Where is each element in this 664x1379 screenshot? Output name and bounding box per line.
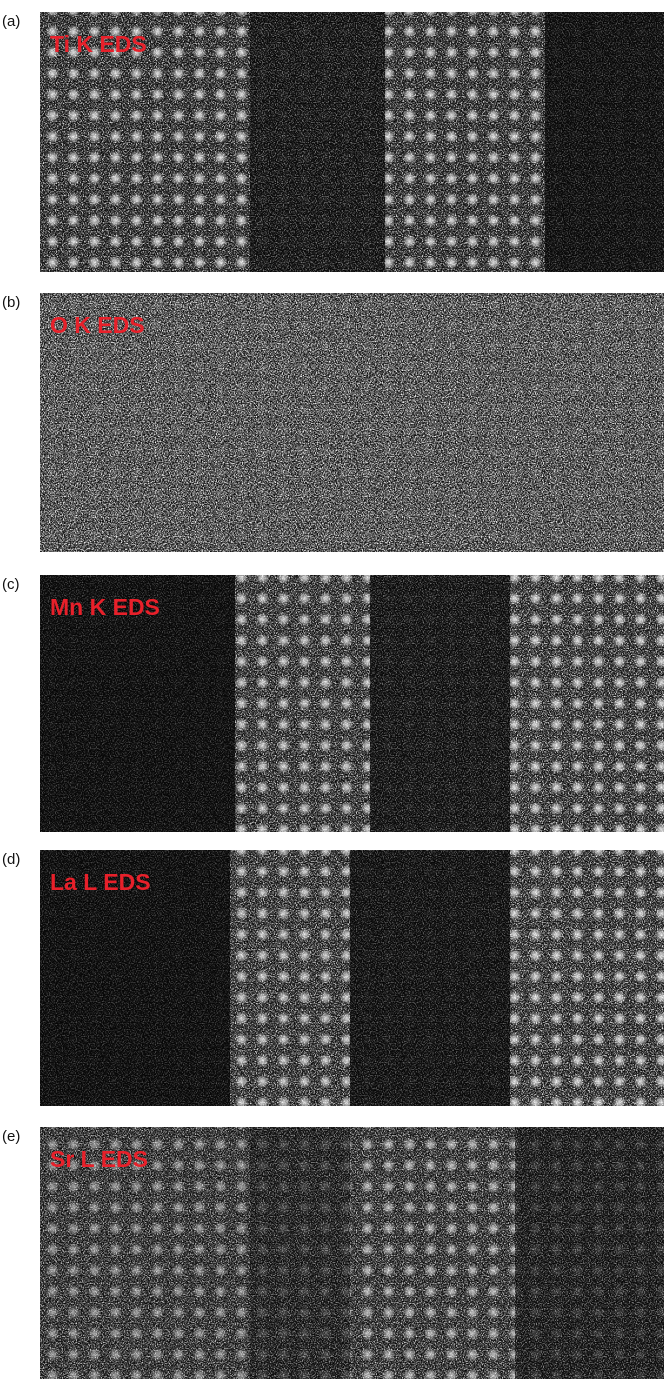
eds-panel: (a) Ti K EDS: [2, 12, 664, 272]
panel-label: (d): [2, 851, 20, 868]
speckle-band: [350, 1127, 515, 1379]
speckle-band: [235, 575, 370, 832]
panel-title: O K EDS: [50, 312, 145, 338]
speckle-band: [385, 12, 545, 272]
speckle-band: [350, 850, 510, 1106]
speckle-band: [510, 850, 664, 1106]
eds-panel: (d) La L EDS: [2, 850, 664, 1106]
speckle-band: [515, 1127, 664, 1379]
eds-panel: (e) Sr L EDS: [2, 1127, 664, 1379]
panel-label: (c): [2, 576, 20, 593]
panel-title: Mn K EDS: [50, 594, 160, 620]
panel-title: Sr L EDS: [50, 1146, 148, 1172]
figure: (a) Ti K EDS (b) O K EDS (c) Mn K EDS (d) La L …: [0, 0, 664, 1379]
speckle-band: [510, 575, 664, 832]
panel-label: (b): [2, 294, 20, 311]
panel-title: La L EDS: [50, 869, 151, 895]
speckle-band: [545, 12, 664, 272]
speckle-band: [250, 1127, 350, 1379]
speckle-band: [250, 12, 385, 272]
eds-panel: (c) Mn K EDS: [2, 575, 664, 832]
speckle-band: [230, 850, 350, 1106]
panel-title: Ti K EDS: [50, 31, 147, 57]
eds-panel: (b) O K EDS: [2, 293, 664, 552]
speckle-band: [370, 575, 510, 832]
panel-label: (e): [2, 1128, 20, 1145]
panel-label: (a): [2, 13, 20, 30]
